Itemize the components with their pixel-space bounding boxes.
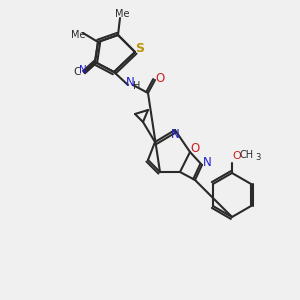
- Text: C: C: [73, 67, 81, 77]
- Text: S: S: [136, 43, 145, 56]
- Text: O: O: [155, 71, 165, 85]
- Text: H: H: [133, 81, 141, 91]
- Text: N: N: [202, 157, 211, 169]
- Text: O: O: [190, 142, 200, 155]
- Text: CH: CH: [240, 150, 254, 160]
- Text: N: N: [79, 65, 87, 75]
- Text: Me: Me: [71, 30, 85, 40]
- Text: Me: Me: [115, 9, 129, 19]
- Text: N: N: [126, 76, 134, 88]
- Text: O: O: [232, 151, 242, 161]
- Text: 3: 3: [255, 154, 261, 163]
- Text: N: N: [171, 128, 179, 142]
